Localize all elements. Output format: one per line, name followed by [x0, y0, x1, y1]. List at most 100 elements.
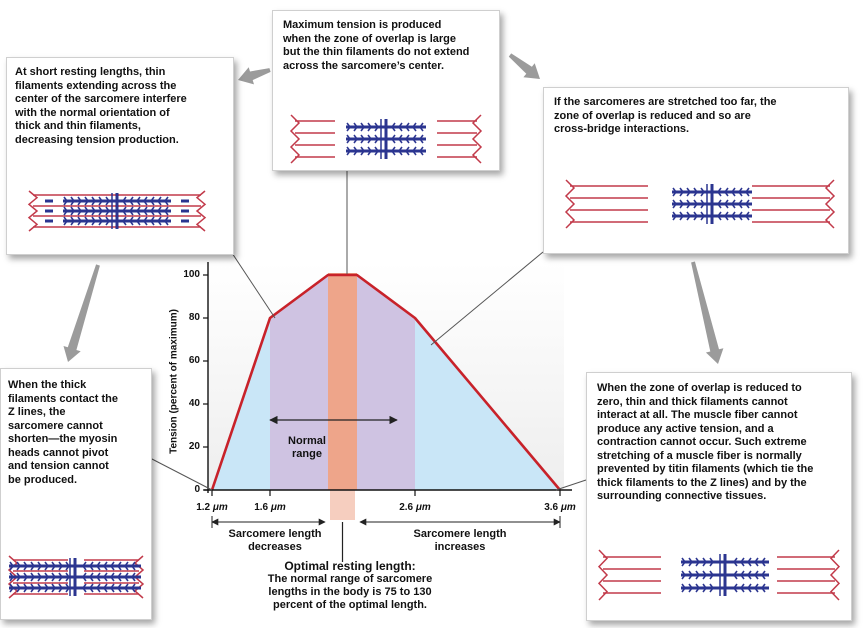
optimal-length-caption: Optimal resting length: The normal range… [267, 559, 433, 612]
myosin-head [157, 210, 162, 216]
myosin-head [150, 196, 155, 202]
myosin-head [717, 211, 722, 217]
myosin-head [761, 583, 766, 589]
myosin-head [709, 583, 714, 589]
myosin-head [740, 583, 745, 589]
myosin-head [672, 199, 677, 205]
myosin-head [131, 572, 136, 578]
myosin-head [717, 187, 722, 193]
myosin-head [131, 565, 136, 571]
caption-top-left: At short resting lengths, thin filaments… [15, 66, 187, 146]
myosin-head [131, 587, 136, 593]
myosin-head [740, 561, 745, 567]
myosin-head [105, 216, 110, 222]
myosin-head [23, 576, 28, 582]
myosin-head [754, 574, 759, 580]
caption-top-right: If the sarcomeres are stretched too far,… [554, 96, 777, 135]
myosin-head [700, 211, 705, 217]
myosin-head [129, 210, 134, 216]
optimal-title: Optimal resting length [284, 559, 412, 573]
myosin-head [724, 187, 729, 193]
myosin-head [724, 203, 729, 209]
myosin-head [23, 561, 28, 567]
myosin-head [360, 138, 365, 144]
myosin-head [23, 565, 28, 571]
z-line [564, 179, 576, 229]
myosin-head [37, 576, 42, 582]
myosin-head [695, 587, 700, 593]
myosin-head [143, 206, 148, 212]
myosin-head [761, 587, 766, 593]
arrow-center-to-left [238, 67, 271, 85]
myosin-head [733, 557, 738, 563]
myosin-head [738, 215, 743, 221]
myosin-head [129, 200, 134, 206]
myosin-head [700, 199, 705, 205]
myosin-head [70, 206, 75, 212]
myosin-head [30, 587, 35, 593]
myosin-head [693, 211, 698, 217]
myosin-head [9, 583, 14, 589]
myosin-head [672, 203, 677, 209]
caption-top-center: Maximum tension is produced when the zon… [283, 19, 470, 72]
myosin-head [70, 200, 75, 206]
myosin-head [16, 587, 21, 593]
myosin-head [738, 187, 743, 193]
myosin-head [89, 565, 94, 571]
length-decreases-label: Sarcomere length decreases [228, 528, 322, 553]
myosin-head [164, 216, 169, 222]
myosin-head [30, 572, 35, 578]
myosin-head [412, 126, 417, 132]
myosin-head [124, 565, 129, 571]
y-tick-label: 20 [188, 441, 200, 452]
z-line [27, 190, 39, 232]
myosin-head [693, 191, 698, 197]
myosin-head [77, 200, 82, 206]
myosin-head [747, 557, 752, 563]
myosin-head [103, 587, 108, 593]
myosin-head [84, 200, 89, 206]
myosin-head [82, 572, 87, 578]
myosin-head [419, 138, 424, 144]
myosin-head [738, 211, 743, 217]
myosin-head [63, 220, 68, 226]
myosin-head [374, 122, 379, 128]
myosin-head [16, 572, 21, 578]
myosin-head [693, 215, 698, 221]
myosin-head [103, 576, 108, 582]
myosin-head [58, 572, 63, 578]
myosin-head [412, 150, 417, 156]
y-tick-label: 80 [188, 312, 200, 323]
myosin-head [51, 561, 56, 567]
myosin-head [398, 122, 403, 128]
y-tick-label: 100 [183, 269, 200, 280]
myosin-head [63, 196, 68, 202]
myosin-head [405, 134, 410, 140]
myosin-head [117, 576, 122, 582]
myosin-head [89, 583, 94, 589]
myosin-head [695, 557, 700, 563]
myosin-head [681, 561, 686, 567]
myosin-head [110, 561, 115, 567]
myosin-head [717, 215, 722, 221]
myosin-head [405, 146, 410, 152]
myosin-head [702, 561, 707, 567]
myosin-head [702, 587, 707, 593]
y-tick-label: 40 [188, 398, 200, 409]
myosin-head [681, 583, 686, 589]
myosin-head [91, 196, 96, 202]
myosin-head [157, 200, 162, 206]
myosin-head [16, 561, 21, 567]
x-tick-label: 1.2 μm [196, 502, 228, 513]
myosin-head [672, 191, 677, 197]
myosin-head [398, 150, 403, 156]
myosin-head [681, 557, 686, 563]
myosin-head [58, 587, 63, 593]
sarcomere-illustration-compressed [7, 555, 145, 599]
myosin-head [82, 561, 87, 567]
myosin-head [709, 574, 714, 580]
myosin-head [412, 138, 417, 144]
myosin-head [30, 576, 35, 582]
myosin-head [353, 150, 358, 156]
myosin-head [688, 587, 693, 593]
